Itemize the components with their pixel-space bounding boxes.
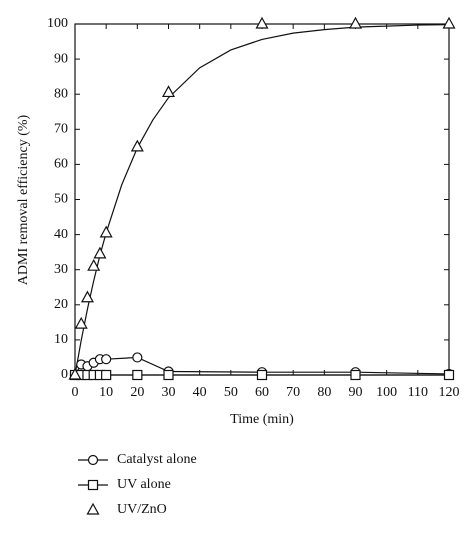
point: [256, 369, 268, 381]
point: [101, 354, 112, 365]
y-tick-label: 90: [54, 51, 68, 66]
legend-marker: [86, 502, 100, 515]
x-tick-label: 10: [99, 385, 113, 400]
y-tick-label: 100: [47, 16, 68, 31]
x-tick-label: 50: [224, 385, 238, 400]
x-tick-label: 30: [162, 385, 176, 400]
legend-marker: [87, 479, 99, 491]
y-tick-label: 0: [61, 367, 68, 382]
point: [443, 369, 455, 381]
y-tick-label: 50: [54, 192, 68, 207]
legend-label: Catalyst alone: [117, 452, 197, 467]
legend-label: UV/ZnO: [117, 502, 167, 517]
fit-curve: [74, 24, 450, 376]
x-tick-label: 40: [193, 385, 207, 400]
y-tick-label: 10: [54, 332, 68, 347]
x-tick-label: 80: [317, 385, 331, 400]
x-tick-label: 120: [439, 385, 460, 400]
point: [99, 225, 113, 238]
point: [87, 258, 101, 271]
x-axis-label: Time (min): [230, 412, 294, 427]
point: [255, 16, 269, 29]
x-tick-label: 0: [72, 385, 79, 400]
x-tick-label: 20: [130, 385, 144, 400]
x-tick-label: 100: [376, 385, 397, 400]
point: [132, 369, 143, 381]
x-tick-label: 70: [286, 385, 300, 400]
y-tick-label: 60: [54, 157, 68, 172]
point: [442, 16, 456, 29]
point: [161, 85, 176, 98]
x-tick-label: 110: [408, 385, 428, 400]
plot-frame: [74, 23, 450, 376]
point: [93, 246, 107, 259]
y-axis-label: ADMI removal efficiency (%): [16, 114, 31, 285]
point: [348, 16, 363, 29]
legend-label: UV alone: [117, 477, 171, 492]
x-tick-label: 90: [349, 385, 363, 400]
point: [163, 369, 174, 381]
y-tick-label: 70: [54, 122, 68, 137]
point: [132, 352, 143, 363]
legend-marker: [87, 454, 99, 466]
point: [74, 316, 88, 329]
point: [130, 139, 144, 152]
point: [68, 367, 82, 380]
y-tick-label: 80: [54, 86, 68, 101]
point: [80, 290, 94, 303]
y-tick-label: 40: [54, 227, 68, 242]
y-tick-label: 20: [54, 297, 68, 312]
x-tick-label: 60: [255, 385, 269, 400]
point: [101, 369, 112, 381]
point: [350, 369, 361, 381]
y-tick-label: 30: [54, 262, 68, 277]
